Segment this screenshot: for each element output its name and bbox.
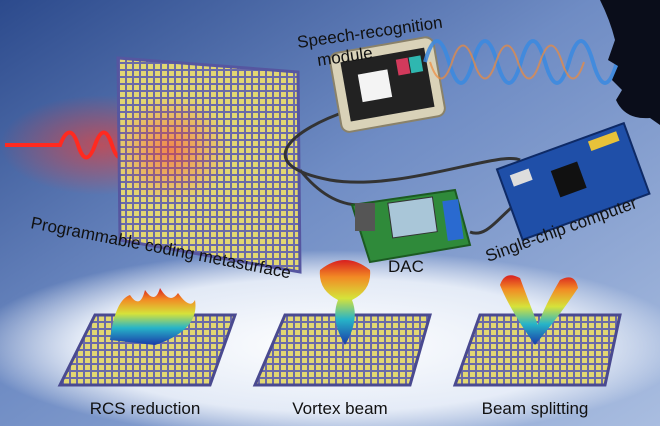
module-chip <box>358 69 392 102</box>
illuminated-spot <box>110 95 230 205</box>
lcd <box>388 197 437 238</box>
label: DAC <box>388 257 424 276</box>
label: Vortex beam <box>292 399 387 418</box>
db9 <box>355 203 375 231</box>
illustration: Speech-recognition module Programmable c… <box>0 0 660 426</box>
label: Beam splitting <box>482 399 589 418</box>
label: RCS reduction <box>90 399 201 418</box>
